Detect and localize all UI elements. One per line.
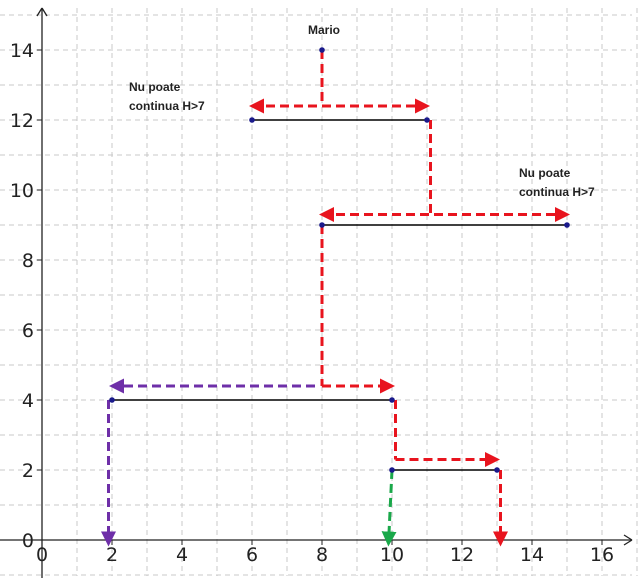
y-tick-label: 8 <box>22 250 34 272</box>
platform-endpoint <box>389 397 395 403</box>
x-tick-label: 12 <box>450 544 474 566</box>
platform-endpoints <box>109 47 570 473</box>
x-tick-label: 4 <box>176 544 188 566</box>
x-axis-arrow-icon <box>623 534 633 546</box>
grid-lines <box>0 8 638 576</box>
platforms <box>112 119 567 471</box>
platform-endpoint <box>389 467 395 473</box>
x-tick-label: 16 <box>590 544 614 566</box>
green-path-arrow <box>381 469 397 547</box>
y-tick-label: 10 <box>10 180 34 202</box>
platform-endpoint <box>564 222 570 228</box>
y-tick-label: 14 <box>10 40 34 62</box>
left-note-line-2: continua H>7 <box>129 99 205 113</box>
x-tick-label: 10 <box>380 544 404 566</box>
x-tick-label: 0 <box>36 544 48 566</box>
y-tick-label: 2 <box>22 460 34 482</box>
y-tick-label: 6 <box>22 320 34 342</box>
mario-label: Mario <box>308 23 340 37</box>
right-note-line-2: continua H>7 <box>519 185 595 199</box>
y-tick-label: 12 <box>10 110 34 132</box>
platform-endpoint <box>494 467 500 473</box>
y-tick-label: 4 <box>22 390 34 412</box>
tick-labels: 0 2 4 6 8 10 12 14 16 0 2 4 6 8 10 12 14 <box>10 40 614 566</box>
x-tick-label: 2 <box>106 544 118 566</box>
platform-endpoint <box>424 117 430 123</box>
y-tick-label: 0 <box>22 530 34 552</box>
axes <box>0 7 633 578</box>
x-tick-label: 6 <box>246 544 258 566</box>
movement-paths <box>101 50 570 547</box>
right-note-line-1: Nu poate <box>519 166 571 180</box>
mario-start-point <box>319 47 325 53</box>
y-axis-arrow-icon <box>36 7 48 17</box>
platform-endpoint <box>249 117 255 123</box>
x-tick-label: 8 <box>316 544 328 566</box>
platform-endpoint <box>319 222 325 228</box>
left-note-line-1: Nu poate <box>129 80 181 94</box>
x-tick-label: 14 <box>520 544 544 566</box>
platform-endpoint <box>109 397 115 403</box>
